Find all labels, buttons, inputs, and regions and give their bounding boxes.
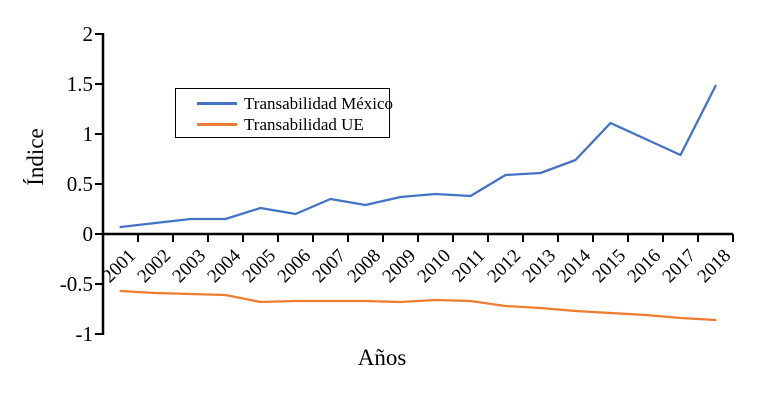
x-axis-title: Años	[357, 345, 407, 370]
y-tick-label: -1	[75, 322, 94, 346]
y-axis-title: Índice	[23, 128, 48, 186]
legend-label-mexico: Transabilidad México	[244, 93, 394, 113]
y-tick-label: 0	[82, 222, 94, 246]
series-line-ue	[119, 289, 717, 322]
y-tick-label: -0.5	[59, 272, 93, 296]
legend-line-mexico-icon	[197, 102, 237, 105]
legend: Transabilidad México Transabilidad UE	[175, 88, 393, 138]
legend-label-ue: Transabilidad UE	[244, 114, 364, 134]
y-tick-label: 1	[82, 122, 94, 146]
legend-item-mexico: Transabilidad México	[176, 93, 393, 114]
y-tick-label: 2	[82, 22, 94, 46]
series-line-mexico	[119, 84, 717, 229]
y-tick-label: 1.5	[66, 72, 93, 96]
y-tick-label: 0.5	[66, 172, 93, 196]
legend-item-ue: Transabilidad UE	[176, 114, 389, 135]
legend-line-ue-icon	[197, 123, 237, 126]
